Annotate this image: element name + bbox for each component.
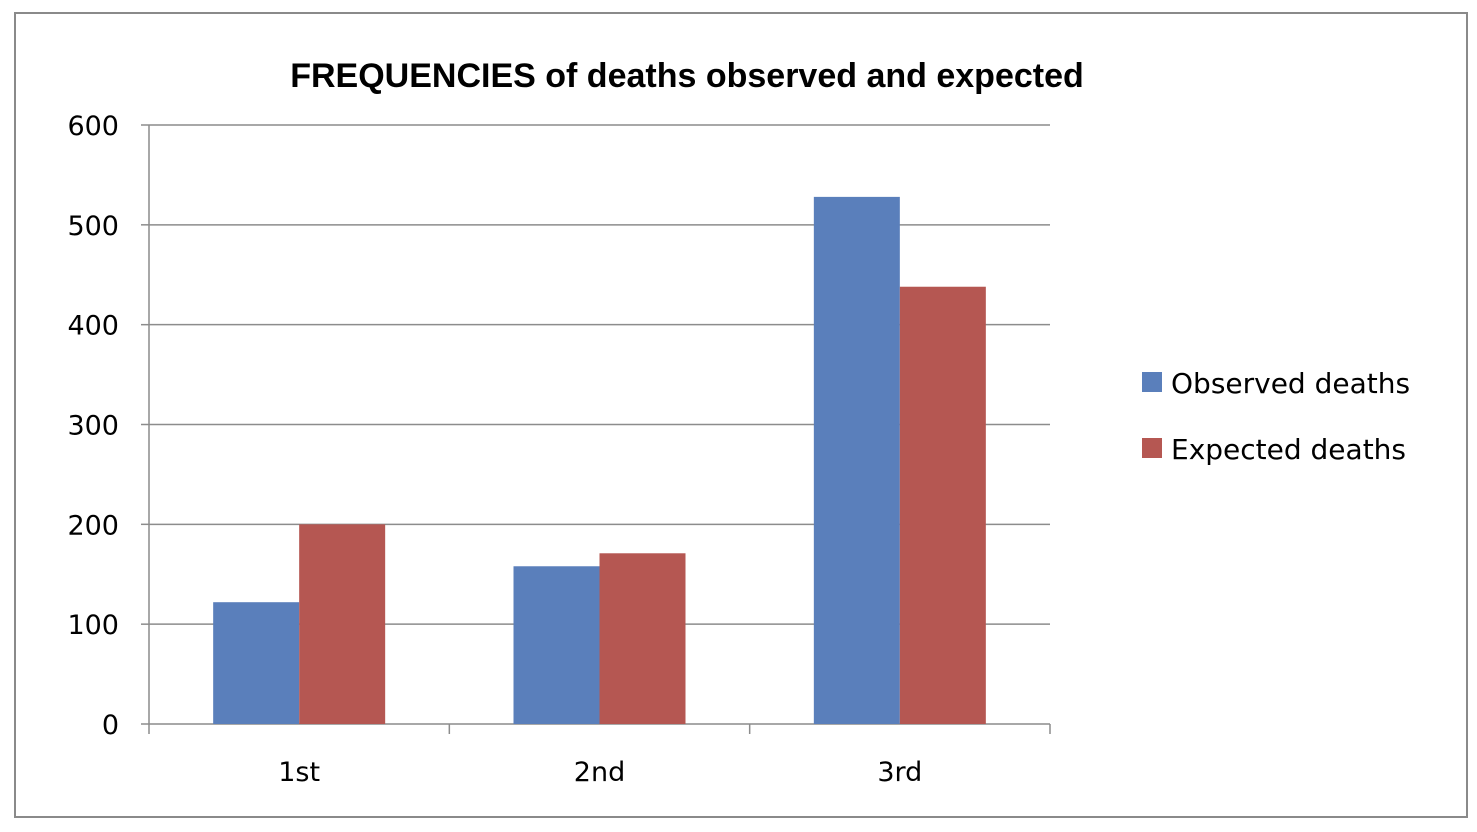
bar-observed-deaths-2nd xyxy=(513,566,600,724)
legend: Observed deaths Expected deaths xyxy=(1142,367,1410,466)
y-tick-label: 400 xyxy=(67,311,119,342)
bar-expected-deaths-1st xyxy=(299,524,386,724)
y-tick-label: 500 xyxy=(67,211,119,242)
legend-swatch xyxy=(1142,372,1162,392)
chart-title: FREQUENCIES of deaths observed and expec… xyxy=(290,57,1084,95)
y-tick-label: 200 xyxy=(67,510,119,541)
x-tick-label: 1st xyxy=(278,757,320,788)
bar-expected-deaths-2nd xyxy=(599,553,686,724)
bars xyxy=(213,196,986,724)
x-tick-label: 3rd xyxy=(877,757,922,788)
y-tick-label: 100 xyxy=(67,610,119,641)
legend-label: Expected deaths xyxy=(1171,433,1406,466)
y-axis-tick-labels: 0 100 200 300 400 500 600 xyxy=(67,111,119,741)
x-tick-label: 2nd xyxy=(574,757,625,788)
y-tick-label: 300 xyxy=(67,411,119,442)
bar-observed-deaths-1st xyxy=(213,602,300,724)
x-axis-tick-labels: 1st 2nd 3rd xyxy=(278,757,922,788)
bar-observed-deaths-3rd xyxy=(813,196,900,724)
legend-label: Observed deaths xyxy=(1171,367,1410,400)
y-tick-label: 0 xyxy=(102,710,119,741)
legend-swatch xyxy=(1142,438,1162,458)
bar-expected-deaths-3rd xyxy=(899,286,986,724)
y-tick-label: 600 xyxy=(67,111,119,142)
